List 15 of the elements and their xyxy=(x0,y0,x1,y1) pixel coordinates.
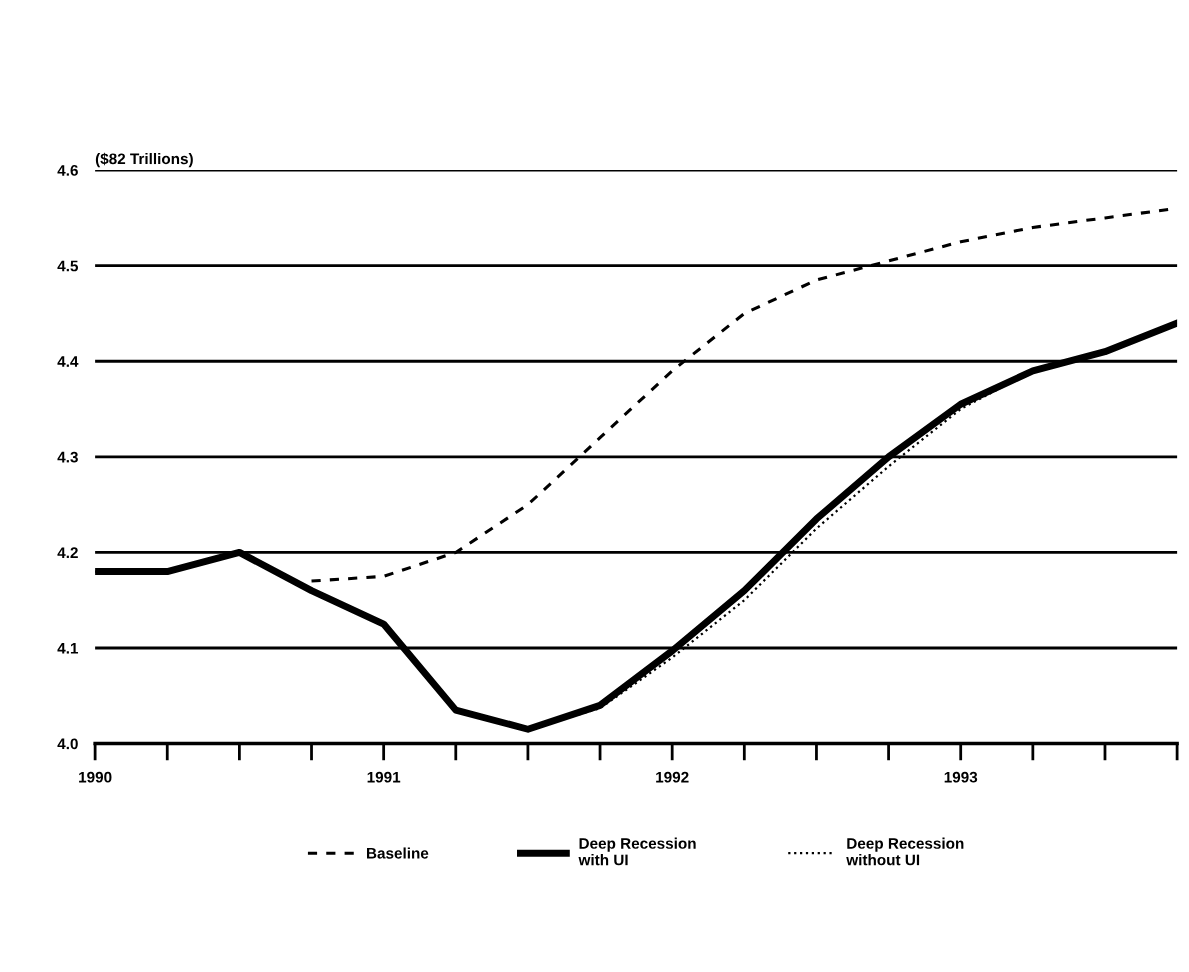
y-tick-label: 4.3 xyxy=(57,451,78,463)
y-tick-label: 4.6 xyxy=(57,164,78,176)
x-tick-label: 1992 xyxy=(656,771,689,783)
y-tick-label: 4.4 xyxy=(57,356,79,367)
legend-label: Deep Recession without UI xyxy=(846,837,964,866)
x-tick-label: 1993 xyxy=(944,771,978,783)
y-tick-label: 4.5 xyxy=(57,260,79,272)
legend-label: Deep Recession with UI xyxy=(578,837,696,866)
y-axis-title: ($82 Trillions) xyxy=(95,152,193,168)
x-tick-label: 1990 xyxy=(79,771,112,783)
y-tick-label: 4.1 xyxy=(57,643,79,654)
legend-label: Baseline xyxy=(367,847,429,859)
x-tick-label: 1991 xyxy=(367,771,401,783)
y-tick-label: 4.2 xyxy=(57,547,78,558)
y-tick-label: 4.0 xyxy=(57,738,78,750)
